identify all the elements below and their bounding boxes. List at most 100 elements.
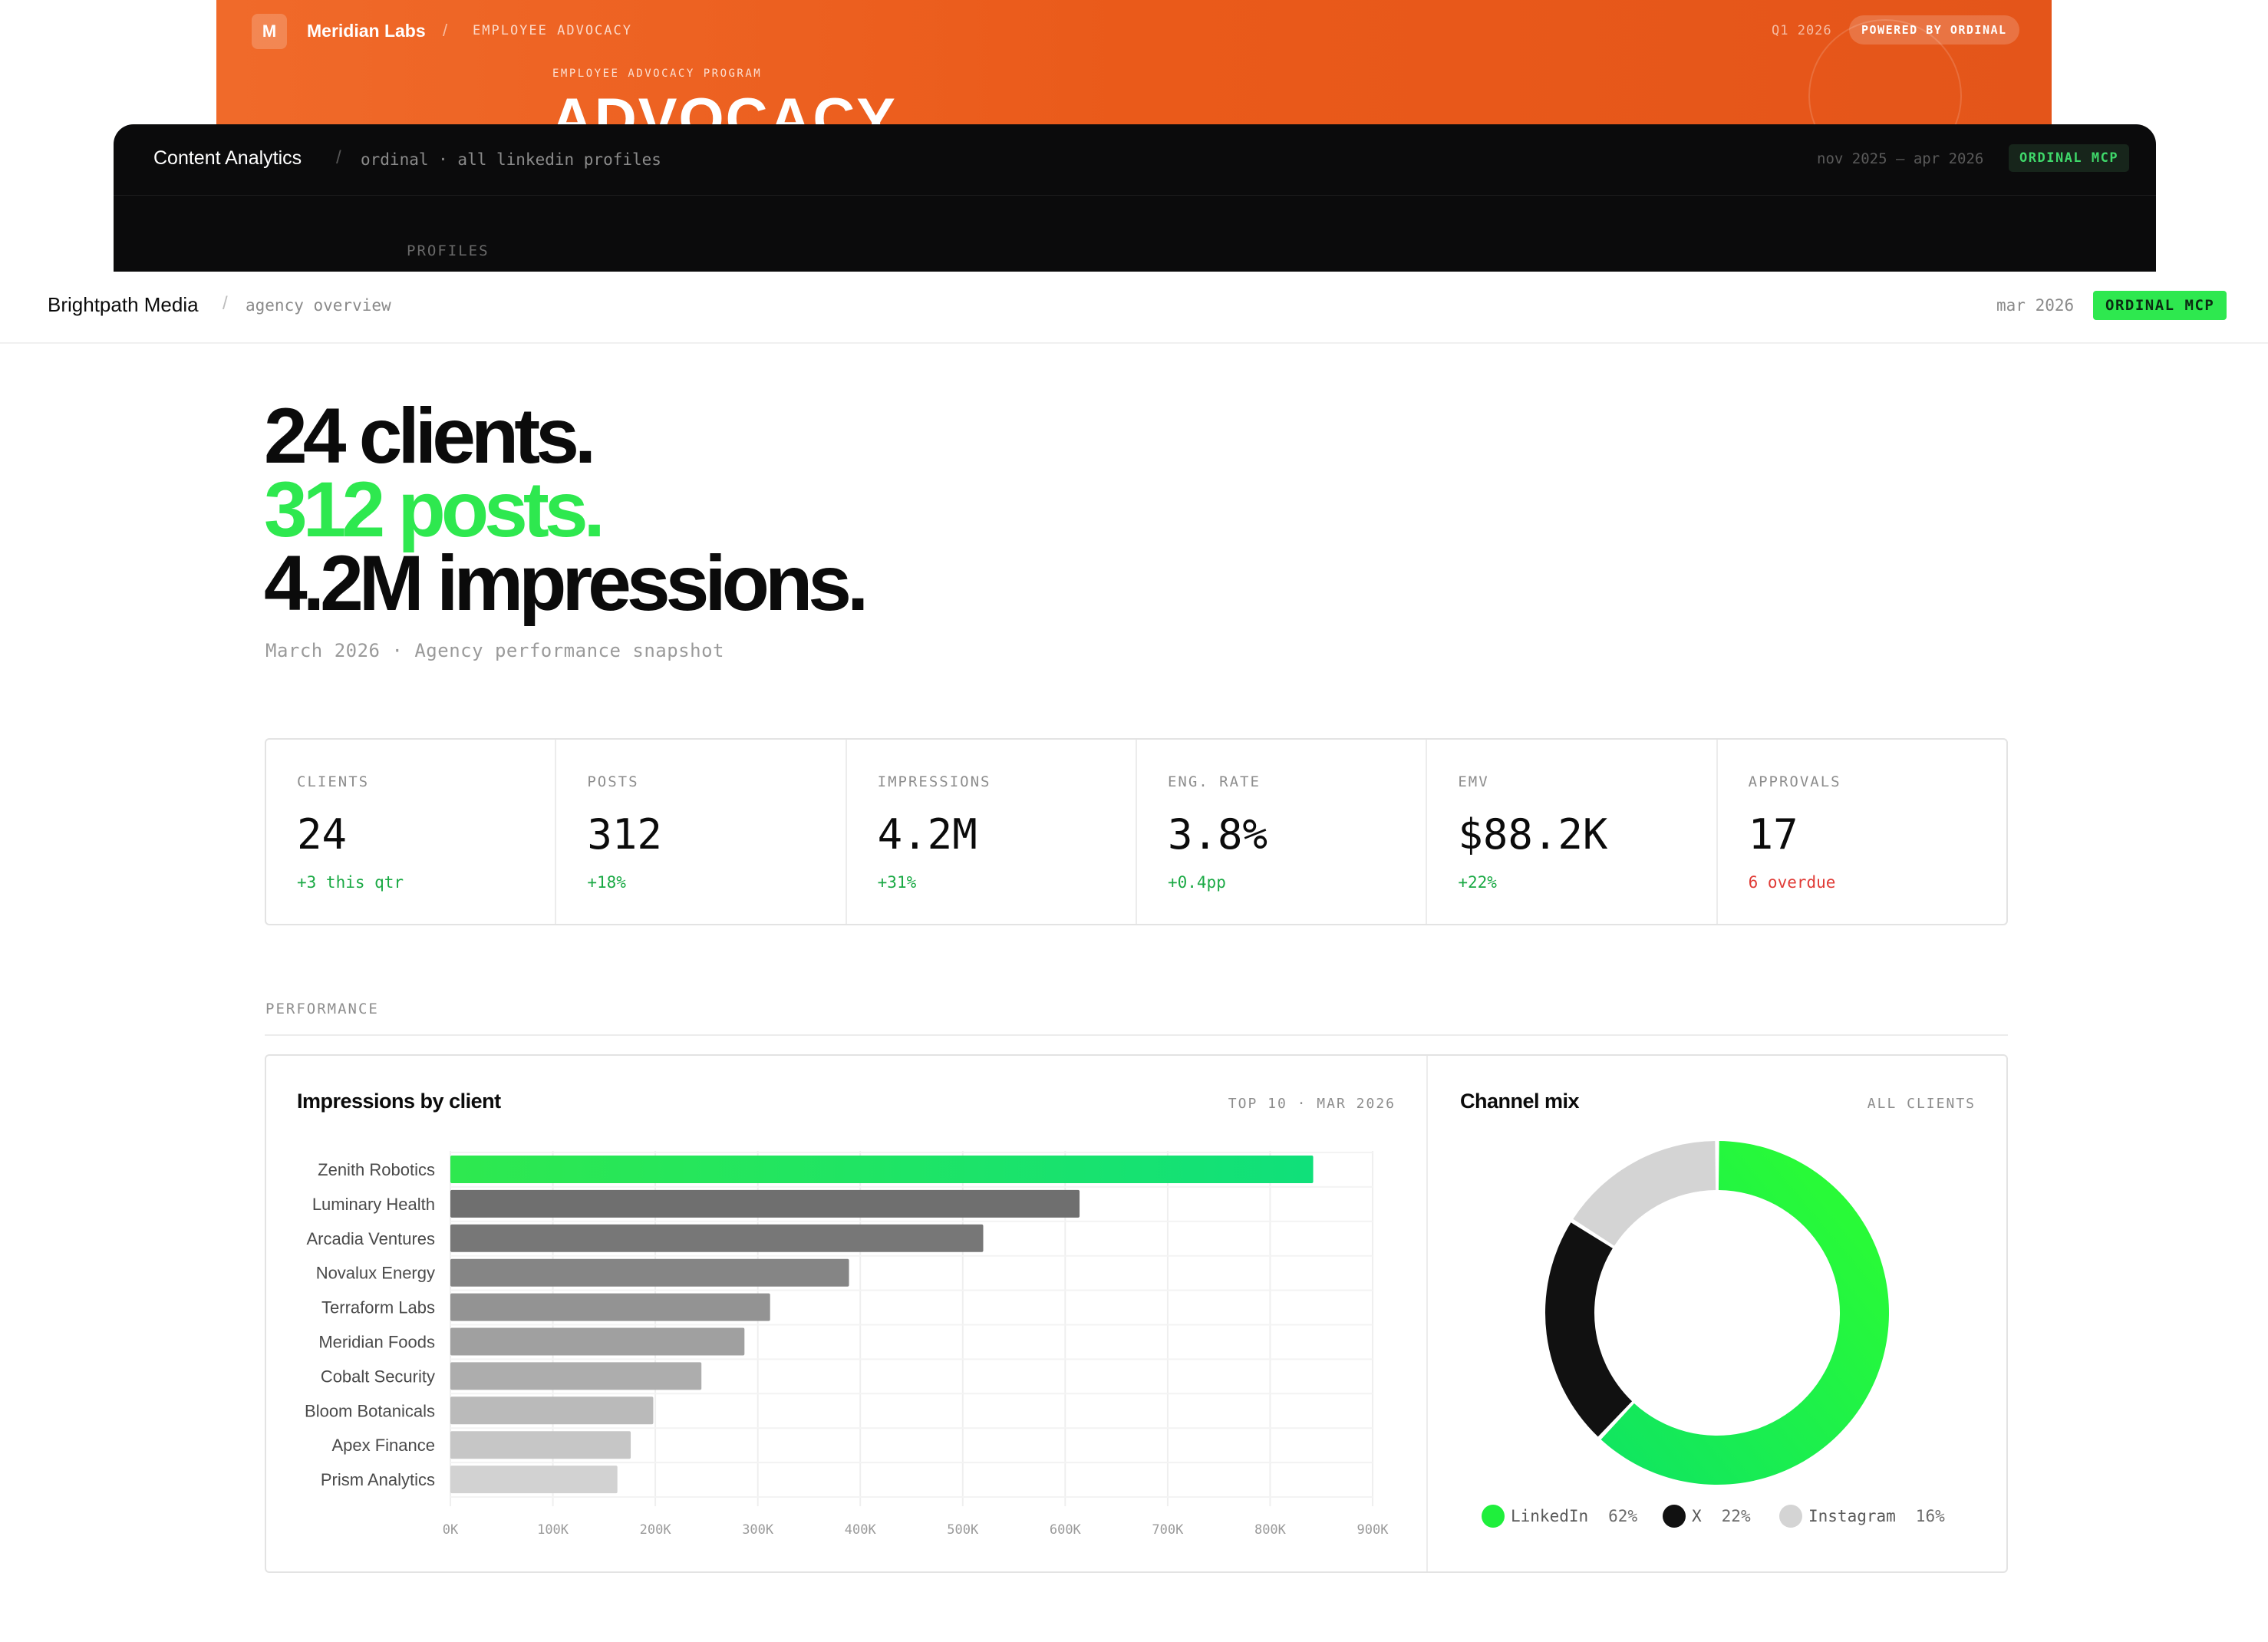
bar-category-label: Meridian Foods: [318, 1333, 435, 1352]
agency-brand[interactable]: Brightpath Media: [48, 293, 199, 316]
legend-value: 62%: [1608, 1507, 1638, 1525]
x-tick-label: 600K: [1050, 1522, 1082, 1538]
hero-headline: 24 clients. 312 posts. 4.2M impressions.: [264, 392, 869, 627]
kpi-clients[interactable]: CLIENTS 24 +3 this qtr: [266, 740, 557, 924]
impressions-chart-meta: TOP 10 · MAR 2026: [1228, 1096, 1396, 1112]
agency-header: Brightpath Media / agency overview mar 2…: [0, 272, 2268, 344]
breadcrumb-section[interactable]: EMPLOYEE ADVOCACY: [473, 23, 632, 38]
kpi-delta: +0.4pp: [1167, 873, 1226, 892]
kpi-label: ENG. RATE: [1167, 773, 1261, 790]
kpi-value: $88.2K: [1458, 810, 1608, 859]
kpi-value: 17: [1748, 810, 1798, 859]
legend-item-x[interactable]: X 22%: [1663, 1501, 1751, 1532]
x-tick-label: 400K: [845, 1522, 877, 1538]
impressions-bar[interactable]: [450, 1293, 770, 1321]
bar-category-label: Prism Analytics: [321, 1470, 435, 1489]
hero-impressions: 4.2M impressions.: [264, 539, 869, 627]
profiles-label: PROFILES: [407, 242, 490, 259]
content-analytics-title[interactable]: Content Analytics: [153, 147, 302, 169]
kpi-impressions[interactable]: IMPRESSIONS 4.2M +31%: [847, 740, 1137, 924]
breadcrumb-separator: /: [223, 293, 228, 314]
legend-label: Instagram: [1808, 1507, 1896, 1525]
section-title: PERFORMANCE: [265, 1001, 379, 1017]
legend-value: 16%: [1915, 1507, 1945, 1525]
ordinal-mcp-badge: ORDINAL MCP: [2093, 291, 2227, 320]
legend-swatch: [1779, 1505, 1802, 1528]
kpi-value: 312: [587, 810, 662, 859]
program-eyebrow: EMPLOYEE ADVOCACY PROGRAM: [552, 68, 763, 80]
bar-category-label: Cobalt Security: [321, 1367, 435, 1386]
channel-mix-meta: ALL CLIENTS: [1867, 1096, 1976, 1112]
legend-item-linkedin[interactable]: LinkedIn 62%: [1482, 1501, 1637, 1532]
x-tick-label: 900K: [1357, 1522, 1389, 1538]
impressions-chart-title: Impressions by client: [297, 1090, 501, 1113]
kpi-eng-rate[interactable]: ENG. RATE 3.8% +0.4pp: [1137, 740, 1428, 924]
x-tick-label: 0K: [443, 1522, 459, 1538]
performance-panels: Impressions by client TOP 10 · MAR 2026 …: [265, 1054, 2008, 1573]
kpi-label: APPROVALS: [1748, 773, 1841, 790]
impressions-bar[interactable]: [450, 1327, 745, 1356]
impressions-bar[interactable]: [450, 1362, 702, 1390]
bar-category-label: Luminary Health: [312, 1195, 435, 1214]
x-tick-label: 300K: [742, 1522, 774, 1538]
legend-label: X: [1692, 1507, 1702, 1525]
impressions-bar[interactable]: [450, 1189, 1080, 1218]
hero-posts: 312 posts.: [264, 466, 605, 553]
impressions-bar[interactable]: [450, 1431, 631, 1459]
kpi-approvals[interactable]: APPROVALS 17 6 overdue: [1718, 740, 2006, 924]
kpi-delta: +18%: [587, 873, 626, 892]
impressions-bar[interactable]: [450, 1258, 849, 1287]
kpi-value: 3.8%: [1167, 810, 1268, 859]
donut-slice-linkedin[interactable]: [1600, 1141, 1889, 1485]
bar-category-label: Arcadia Ventures: [306, 1229, 435, 1248]
bar-category-label: Terraform Labs: [321, 1298, 435, 1317]
x-tick-label: 200K: [640, 1522, 672, 1538]
impressions-bar[interactable]: [450, 1156, 1314, 1183]
x-tick-label: 100K: [537, 1522, 569, 1538]
kpi-value: 24: [297, 810, 348, 859]
kpi-emv[interactable]: EMV $88.2K +22%: [1427, 740, 1718, 924]
legend-item-instagram[interactable]: Instagram 16%: [1779, 1501, 1945, 1532]
kpi-delta: 6 overdue: [1748, 873, 1836, 892]
impressions-bar[interactable]: [450, 1224, 984, 1252]
bar-category-label: Bloom Botanicals: [305, 1401, 435, 1420]
x-tick-label: 500K: [947, 1522, 979, 1538]
breadcrumb-separator: /: [336, 147, 341, 168]
powered-by-badge: POWERED BY ORDINAL: [1849, 15, 2019, 45]
donut-slice-x[interactable]: [1545, 1222, 1633, 1437]
content-analytics-subtitle[interactable]: ordinal · all linkedin profiles: [361, 150, 661, 169]
kpi-label: POSTS: [587, 773, 639, 790]
kpi-label: EMV: [1458, 773, 1489, 790]
hero-clients: 24 clients.: [264, 392, 596, 480]
channel-mix-donut: [1545, 1141, 1889, 1485]
kpi-strip: CLIENTS 24 +3 this qtr POSTS 312 +18% IM…: [265, 738, 2008, 925]
x-tick-label: 800K: [1254, 1522, 1287, 1538]
kpi-delta: +22%: [1458, 873, 1497, 892]
kpi-label: CLIENTS: [297, 773, 370, 790]
channel-mix-title: Channel mix: [1460, 1090, 1580, 1113]
x-tick-label: 700K: [1152, 1522, 1184, 1538]
breadcrumb-separator: /: [443, 21, 448, 40]
impressions-bar[interactable]: [450, 1396, 654, 1425]
bar-category-label: Apex Finance: [331, 1436, 435, 1455]
kpi-delta: +3 this qtr: [297, 873, 404, 892]
meridian-brand[interactable]: Meridian Labs: [307, 21, 426, 41]
donut-slice-instagram[interactable]: [1573, 1141, 1716, 1246]
kpi-posts[interactable]: POSTS 312 +18%: [556, 740, 847, 924]
legend-swatch: [1482, 1505, 1505, 1528]
employee-advocacy-card: M Meridian Labs / EMPLOYEE ADVOCACY Q1 2…: [216, 0, 2052, 138]
divider: [1426, 1056, 1428, 1571]
content-analytics-card: Content Analytics / ordinal · all linked…: [114, 124, 2156, 272]
breadcrumb-page[interactable]: agency overview: [246, 296, 391, 315]
kpi-delta: +31%: [877, 873, 917, 892]
impressions-bar[interactable]: [450, 1466, 618, 1494]
bar-category-label: Zenith Robotics: [318, 1160, 435, 1179]
divider: [265, 1034, 2008, 1036]
meridian-logo: M: [252, 14, 287, 49]
ordinal-mcp-badge: ORDINAL MCP: [2009, 144, 2130, 172]
date-range: nov 2025 – apr 2026: [1817, 150, 1984, 167]
period-label: mar 2026: [1996, 296, 2075, 315]
bar-category-label: Novalux Energy: [316, 1264, 435, 1283]
channel-mix-legend: LinkedIn 62% X 22% Instagram 16%: [1426, 1501, 2009, 1532]
legend-swatch: [1663, 1505, 1686, 1528]
